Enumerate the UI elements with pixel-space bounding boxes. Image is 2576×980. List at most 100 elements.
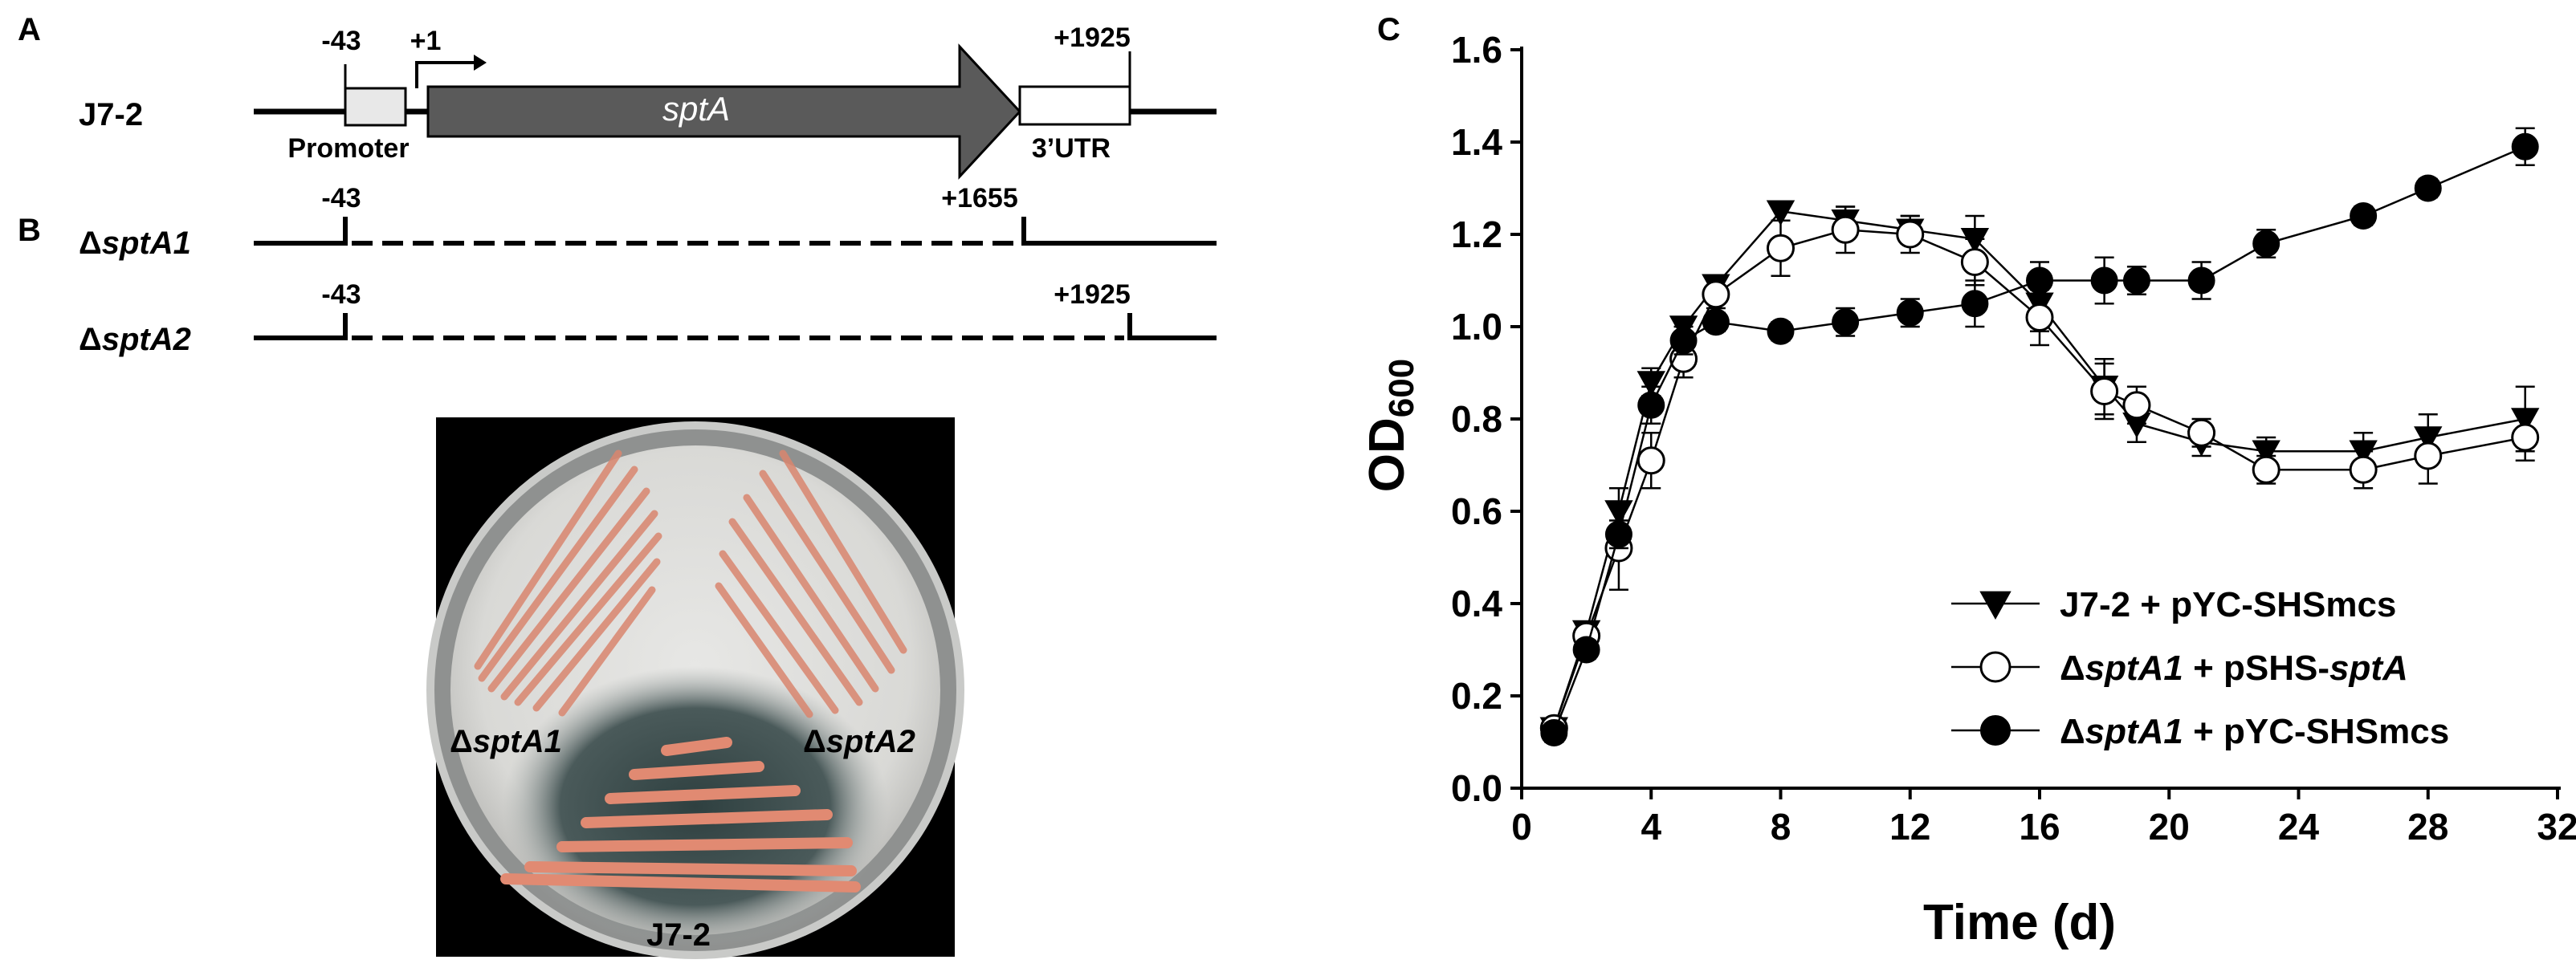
- x-tick-label: 8: [1771, 806, 1791, 848]
- data-point: [1604, 520, 1632, 548]
- y-tick-label: 0.2: [1451, 675, 1502, 717]
- panel-c: C 0.0 0.2 0.4 0.6 0.8 1.0 1.2 1.4 1.6 0 4 8 12 16 20 24…: [1359, 12, 2576, 950]
- data-point: [2511, 132, 2539, 161]
- x-tick-label: 28: [2407, 806, 2448, 848]
- deletion-1-right-pos: +1655: [941, 183, 1018, 213]
- legend-marker: [1979, 651, 2011, 683]
- panel-a: A J7-2 -43 Promoter +1 sptA +1925 3’UTR: [18, 12, 1217, 180]
- gene-arrow: [426, 43, 1022, 180]
- data-point: [1767, 317, 1795, 345]
- data-point: [1669, 327, 1698, 355]
- data-point: [2187, 266, 2215, 295]
- x-tick-label: 4: [1641, 806, 1661, 848]
- deletion-2-right-segment: [1127, 313, 1217, 340]
- data-point: [1961, 290, 1989, 318]
- y-tick-label: 0.8: [1451, 398, 1502, 440]
- strain-label: J7-2: [79, 97, 143, 132]
- colony-streak-left: [474, 449, 662, 717]
- y-axis-label: OD600: [1359, 359, 1421, 492]
- pos-end: +1925: [1054, 22, 1131, 53]
- y-tick-label: 0.6: [1451, 490, 1502, 532]
- y-tick-label: 0.0: [1451, 767, 1502, 809]
- data-point: [2252, 455, 2280, 484]
- data-point: [2122, 391, 2151, 420]
- y-tick-label: 1.2: [1451, 213, 1502, 255]
- legend-label: J7-2 + pYC-SHSmcs: [2060, 585, 2396, 624]
- growth-chart: 0.0 0.2 0.4 0.6 0.8 1.0 1.2 1.4 1.6 0 4 8 12 16 20 24 28…: [1451, 29, 2576, 848]
- y-tick-label: 1.0: [1451, 306, 1502, 348]
- data-point: [2090, 377, 2119, 405]
- panel-b: B ΔsptA1 -43 +1655 ΔsptA2 -43 +1925: [18, 183, 1217, 357]
- legend-marker: [1980, 715, 2011, 746]
- data-point: [1767, 234, 1795, 262]
- pos-promoter-start: -43: [321, 26, 361, 56]
- data-point: [1637, 391, 1665, 419]
- x-tick-label: 0: [1511, 806, 1532, 848]
- data-point: [2187, 418, 2216, 447]
- gene-name: sptA: [662, 90, 730, 128]
- data-point: [2025, 303, 2054, 331]
- x-tick-label: 12: [1889, 806, 1930, 848]
- legend-label: ΔsptA1 + pYC-SHSmcs: [2060, 712, 2449, 751]
- data-point: [1702, 308, 1730, 336]
- tss-arrowhead: [474, 55, 487, 71]
- data-point: [2349, 455, 2378, 484]
- data-point: [1960, 248, 1989, 276]
- legend-marker: [1979, 591, 2011, 620]
- series-line: [1553, 145, 2526, 734]
- deletion-2-left-segment: [254, 313, 348, 340]
- deletion-name-1: ΔsptA1: [79, 226, 191, 261]
- data-point: [1636, 371, 1665, 397]
- series-line: [1553, 228, 2525, 729]
- deletion-2-right-pos: +1925: [1054, 279, 1131, 310]
- utr-box: [1018, 85, 1131, 126]
- deletion-row-2: ΔsptA2 -43 +1925: [79, 279, 1217, 357]
- deletion-1-left-pos: -43: [321, 183, 361, 213]
- data-point: [1896, 299, 1924, 327]
- plate-label-right: ΔsptA2: [803, 724, 915, 759]
- data-point: [2414, 174, 2442, 202]
- deletion-1-right-segment: [1021, 217, 1217, 246]
- panel-label-c: C: [1377, 12, 1400, 47]
- data-point: [1572, 636, 1600, 664]
- data-point: [1766, 200, 1795, 226]
- legend: J7-2 + pYC-SHSmcs ΔsptA1 + pSHS-sptA ΔsptA…: [1951, 585, 2449, 751]
- data-point: [2122, 266, 2150, 295]
- x-tick-label: 24: [2278, 806, 2320, 848]
- deletion-name-2: ΔsptA2: [79, 322, 191, 357]
- data-point: [1636, 446, 1665, 475]
- y-tick-label: 1.4: [1451, 121, 1502, 163]
- x-tick-label: 20: [2149, 806, 2190, 848]
- data-point: [1702, 280, 1730, 309]
- legend-label: ΔsptA1 + pSHS-sptA: [2060, 649, 2408, 688]
- promoter-box: [344, 87, 407, 127]
- data-point: [1896, 220, 1925, 249]
- deletion-2-left-pos: -43: [321, 279, 361, 310]
- pos-tss: +1: [410, 26, 442, 56]
- colony-streak-bottom: [500, 737, 861, 893]
- data-point: [2252, 440, 2280, 466]
- series-3: [1540, 127, 2539, 746]
- panel-label-b: B: [18, 213, 41, 248]
- x-tick-label: 32: [2537, 806, 2576, 848]
- plate-label-bottom: J7-2: [646, 917, 711, 953]
- utr-label: 3’UTR: [1032, 133, 1111, 164]
- x-tick-label: 16: [2019, 806, 2060, 848]
- colony-streak-right: [715, 449, 907, 718]
- tss-arrow: [415, 61, 474, 88]
- data-point: [2414, 441, 2443, 470]
- deletion-row-1: ΔsptA1 -43 +1655: [79, 183, 1217, 261]
- data-point: [2511, 423, 2540, 452]
- data-point: [2252, 230, 2280, 258]
- panel-label-a: A: [18, 12, 41, 47]
- data-point: [2026, 266, 2053, 295]
- data-point: [2090, 266, 2118, 295]
- data-point: [1831, 215, 1860, 244]
- data-point: [2350, 202, 2378, 230]
- x-axis-label: Time (d): [1923, 895, 2116, 950]
- series-2: [1539, 205, 2540, 742]
- plate-photo: ΔsptA1 ΔsptA2 J7-2: [426, 417, 964, 959]
- data-point: [1832, 308, 1860, 336]
- data-point: [1540, 719, 1568, 746]
